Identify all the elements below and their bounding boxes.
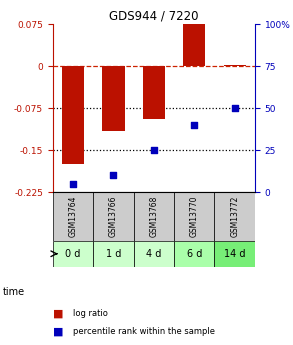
Text: 6 d: 6 d bbox=[187, 249, 202, 259]
Point bbox=[151, 147, 156, 153]
Bar bbox=[62, 66, 84, 164]
Text: log ratio: log ratio bbox=[73, 309, 108, 318]
Bar bbox=[224, 65, 246, 66]
Text: ■: ■ bbox=[53, 309, 63, 319]
Bar bbox=[174, 192, 214, 241]
Bar bbox=[93, 241, 134, 267]
Text: GSM13764: GSM13764 bbox=[69, 196, 77, 237]
Text: GSM13772: GSM13772 bbox=[230, 196, 239, 237]
Point bbox=[71, 181, 75, 187]
Bar bbox=[134, 192, 174, 241]
Bar bbox=[53, 192, 93, 241]
Bar bbox=[214, 192, 255, 241]
Text: percentile rank within the sample: percentile rank within the sample bbox=[73, 327, 215, 336]
Bar bbox=[183, 24, 205, 66]
Bar bbox=[134, 241, 174, 267]
Text: time: time bbox=[3, 287, 25, 296]
Text: GSM13766: GSM13766 bbox=[109, 196, 118, 237]
Bar bbox=[53, 241, 93, 267]
Text: 14 d: 14 d bbox=[224, 249, 246, 259]
Bar bbox=[174, 241, 214, 267]
Point bbox=[232, 105, 237, 111]
Text: GSM13768: GSM13768 bbox=[149, 196, 158, 237]
Point bbox=[111, 172, 116, 178]
Bar bbox=[143, 66, 165, 119]
Text: GSM13770: GSM13770 bbox=[190, 196, 199, 237]
Bar bbox=[102, 66, 125, 130]
Text: ■: ■ bbox=[53, 326, 63, 336]
Text: 1 d: 1 d bbox=[106, 249, 121, 259]
Text: 4 d: 4 d bbox=[146, 249, 161, 259]
Text: 0 d: 0 d bbox=[65, 249, 81, 259]
Point bbox=[192, 122, 197, 128]
Bar bbox=[93, 192, 134, 241]
Bar bbox=[214, 241, 255, 267]
Title: GDS944 / 7220: GDS944 / 7220 bbox=[109, 10, 199, 23]
